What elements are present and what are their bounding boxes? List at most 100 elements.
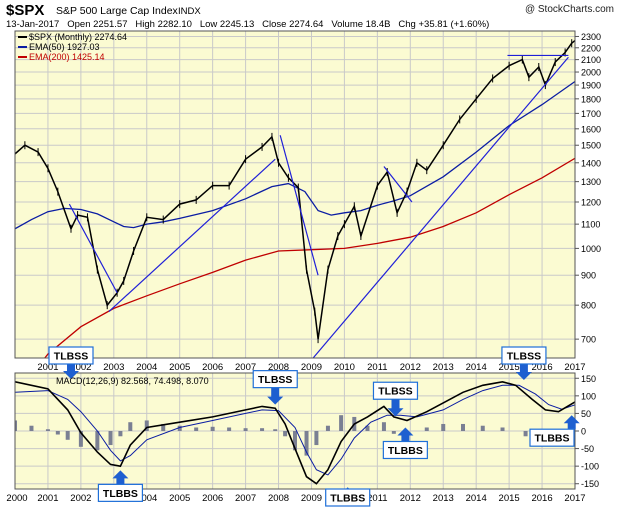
arrow-down-icon <box>387 399 404 417</box>
price-panel-frame <box>14 30 576 359</box>
macd-year-label: 2005 <box>169 493 190 504</box>
price-tick-label: 1300 <box>581 177 601 187</box>
instrument-name: S&P 500 Large Cap Index <box>56 5 179 17</box>
histogram-bar <box>118 431 123 437</box>
histogram-bar <box>273 429 278 431</box>
histogram-bar <box>283 431 288 437</box>
tlb-callout: TLBSS <box>252 370 298 405</box>
price-tick-label: 1700 <box>581 109 601 119</box>
macd-year-label: 2002 <box>70 493 91 504</box>
trendline <box>312 56 569 358</box>
histogram-bar <box>339 415 344 431</box>
macd-tick-label: -50 <box>581 444 594 454</box>
price-legend: $SPX (Monthly) 2274.64 EMA(50) 1927.03 E… <box>18 32 127 62</box>
histogram-bar <box>314 431 319 446</box>
callout-box <box>252 370 298 389</box>
histogram-bar <box>461 423 465 431</box>
macd-year-label: 2011 <box>367 493 387 504</box>
macd-year-label: 2009 <box>301 493 322 504</box>
price-tick-label: 1900 <box>581 81 601 91</box>
histogram-bar <box>304 431 309 456</box>
macd-year-label: 2014 <box>466 493 487 504</box>
price-year-label: 2011 <box>367 362 387 373</box>
callout-box <box>529 428 575 447</box>
ema50-line <box>15 80 575 230</box>
tlb-callout: TLBBS <box>97 470 144 502</box>
macd-year-label: 2001 <box>37 493 58 504</box>
price-plot <box>15 39 575 358</box>
price-tick-label: 2300 <box>581 32 601 42</box>
price-year-ticks: 2001 2002 2003 2004 2005 2006 2007 2008 2009 2010… <box>37 362 585 373</box>
histogram-bar <box>29 425 34 431</box>
histogram-bar <box>45 429 50 431</box>
price-year-label: 2001 <box>37 362 58 373</box>
macd-year-label: 2004 <box>136 493 157 504</box>
histogram-bar <box>523 431 528 437</box>
price-tick-label: 1400 <box>581 158 601 168</box>
histogram-bar <box>95 431 100 451</box>
callout-box <box>325 488 371 507</box>
histogram-bar <box>391 431 396 434</box>
arrow-down-icon <box>515 363 532 380</box>
macd-tick-label: 0 <box>581 427 586 437</box>
callout-label: TLBBS <box>535 433 570 445</box>
macd-year-label: 2008 <box>268 493 289 504</box>
arrow-up-icon <box>112 470 129 485</box>
price-tick-label: 700 <box>581 335 596 345</box>
macd-year-label: 2007 <box>235 493 256 504</box>
price-gridlines <box>15 31 576 358</box>
macd-line <box>15 380 575 485</box>
macd-tick-label: -150 <box>581 479 599 489</box>
price-tick-label: 1500 <box>581 141 601 151</box>
histogram-bar <box>365 425 370 431</box>
macd-year-ticks: 2000200120022003200420052006200720082009… <box>6 493 585 504</box>
trendline <box>279 135 319 276</box>
histogram-bar <box>194 427 199 431</box>
legend-price: $SPX (Monthly) 2274.64 <box>29 32 127 42</box>
price-year-label: 2016 <box>531 362 552 373</box>
price-year-label: 2002 <box>70 362 91 373</box>
callout-label: TLBSS <box>507 351 541 363</box>
price-tick-label: 800 <box>581 301 596 311</box>
tlb-callout: TLBBS <box>325 487 371 507</box>
tlb-annotations: TLBSS TLBBS TLBSS TLBBS TLBSS TLBBS TLBSS TLBBS <box>48 346 580 507</box>
macd-year-label: 2013 <box>433 493 454 504</box>
price-year-label: 2008 <box>268 362 289 373</box>
histogram-bar <box>108 431 113 446</box>
ema200-line <box>44 157 575 358</box>
quote-line: 13-Jan-2017 Open 2251.57 High 2282.10 Lo… <box>6 19 489 30</box>
macd-year-label: 2012 <box>400 493 421 504</box>
stockcharts-watermark: @ StockCharts.com <box>525 4 614 15</box>
callout-box <box>501 346 547 365</box>
ticker-symbol: $SPX <box>6 2 44 19</box>
macd-year-label: 2006 <box>202 493 223 504</box>
macd-tick-label: 50 <box>581 409 591 419</box>
histogram-bar <box>243 428 248 431</box>
histogram-bar <box>128 422 133 431</box>
price-year-label: 2013 <box>433 362 454 373</box>
histogram-bar <box>210 426 215 431</box>
histogram-bar <box>260 428 265 431</box>
price-line <box>15 39 575 340</box>
tlb-callout: TLBSS <box>372 381 419 417</box>
price-year-label: 2017 <box>564 362 585 373</box>
callout-box <box>382 440 428 460</box>
price-year-label: 2012 <box>400 362 421 373</box>
price-tick-label: 1100 <box>581 220 600 230</box>
price-tick-label: 1800 <box>581 94 601 104</box>
callout-label: TLBBS <box>103 488 138 500</box>
histogram-bar <box>381 422 386 431</box>
histogram-bar <box>325 425 330 431</box>
macd-year-label: 2015 <box>499 493 520 504</box>
legend-ema200: EMA(200) 1425.14 <box>29 52 105 62</box>
legend-ema50: EMA(50) 1927.03 <box>29 42 100 52</box>
arrow-down-icon <box>63 362 79 379</box>
histogram-bar <box>144 420 149 431</box>
price-year-label: 2006 <box>202 362 223 373</box>
callout-label: TLBBS <box>330 493 365 505</box>
price-tick-label: 2200 <box>581 43 601 53</box>
price-year-label: 2010 <box>334 362 355 373</box>
tlb-callout: TLBBS <box>529 415 580 447</box>
arrow-up-icon <box>563 415 580 430</box>
